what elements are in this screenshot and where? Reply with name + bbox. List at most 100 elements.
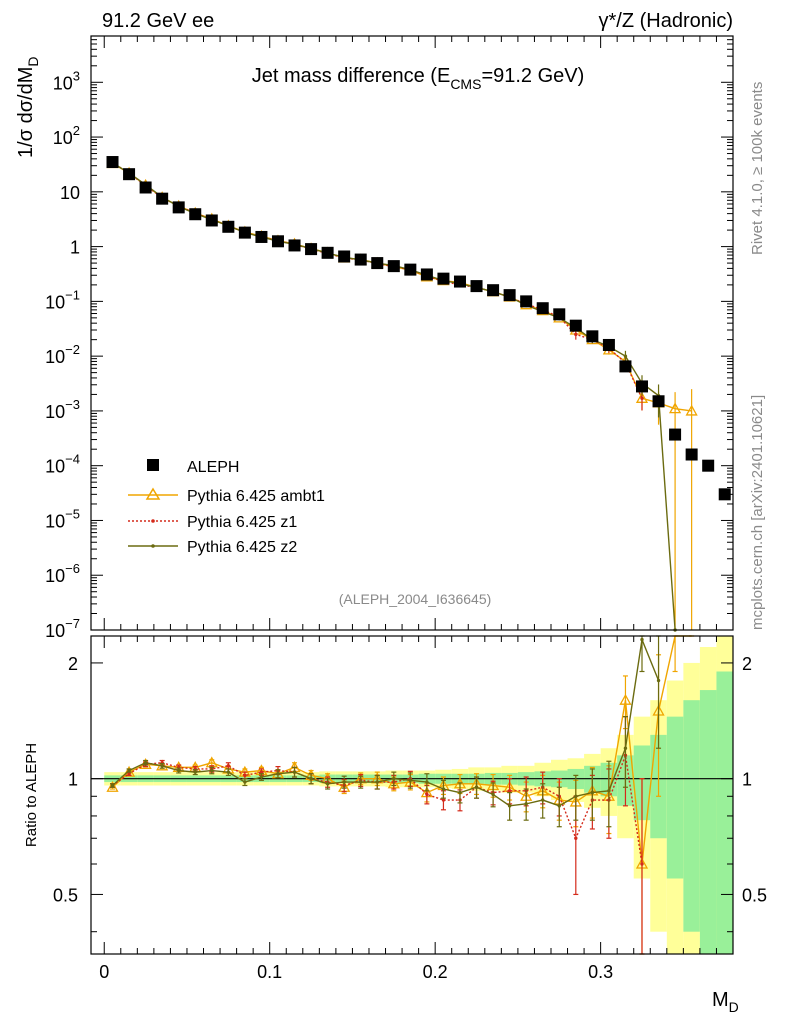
ratio-y-label: Ratio to ALEPH xyxy=(23,743,40,847)
aleph-point-11 xyxy=(288,239,301,252)
y-axis-label: 1/σ dσ/dMD xyxy=(15,56,41,158)
aleph-point-21 xyxy=(453,275,466,288)
title-sub: CMS xyxy=(450,76,481,92)
aleph-point-26 xyxy=(536,302,549,315)
aleph-point-12 xyxy=(305,243,318,256)
aleph-point-6 xyxy=(205,214,218,227)
x-tick-label-2: 0.2 xyxy=(423,962,448,982)
mcplots-label: mcplots.cern.ch [arXiv:2401.10621] xyxy=(749,395,766,630)
band-stat-34 xyxy=(666,716,684,879)
aleph-point-20 xyxy=(437,272,450,285)
main-panel-series xyxy=(106,156,731,632)
ratio-point-3-26 xyxy=(541,798,545,802)
chart-title: Jet mass difference (ECMS=91.2 GeV) xyxy=(252,65,585,92)
ratio-tick-label-left-0: 0.5 xyxy=(53,885,78,905)
aleph-point-36 xyxy=(702,459,715,472)
ratio-point-3-29 xyxy=(590,790,595,795)
main-point-2-32 xyxy=(640,396,644,400)
legend-label-aleph: ALEPH xyxy=(187,459,239,476)
aleph-point-25 xyxy=(520,295,533,308)
x-tick-label-3: 0.3 xyxy=(588,962,613,982)
y-tick-label-2: 10 xyxy=(60,183,80,203)
ratio-tick-label-right-2: 2 xyxy=(742,654,752,674)
ratio-tick-label-right-1: 1 xyxy=(742,770,752,790)
ratio-point-3-18 xyxy=(408,778,413,783)
ratio-point-3-21 xyxy=(458,790,462,795)
aleph-point-7 xyxy=(222,220,235,233)
x-tick-label-0: 0 xyxy=(99,962,109,982)
ratio-point-3-27 xyxy=(557,804,561,808)
ratio-point-3-1 xyxy=(127,768,131,773)
aleph-point-1 xyxy=(123,168,136,181)
ratio-point-3-25 xyxy=(524,802,528,806)
aleph-point-0 xyxy=(106,156,119,169)
ratio-point-3-10 xyxy=(276,772,280,776)
ratio-frame xyxy=(90,635,734,955)
aleph-point-27 xyxy=(553,308,566,321)
aleph-point-37 xyxy=(718,488,731,501)
main-point-1-34 xyxy=(668,402,682,414)
main-point-1-35 xyxy=(685,404,698,416)
aleph-point-8 xyxy=(238,226,251,239)
ratio-point-3-20 xyxy=(441,787,446,791)
ratio-tick-label-left-2: 2 xyxy=(68,654,78,674)
legend-marker-z2 xyxy=(151,544,155,548)
ratio-point-1-31 xyxy=(619,693,632,705)
y-tick-label-3: 1 xyxy=(70,238,80,258)
header-right: γ*/Z (Hadronic) xyxy=(599,10,733,32)
aleph-point-30 xyxy=(602,338,615,351)
y-axis-label-main: 1/σ dσ/dM xyxy=(15,67,37,158)
aleph-point-15 xyxy=(354,253,367,266)
y-tick-label-0: 103 xyxy=(53,68,80,93)
ratio-point-3-3 xyxy=(160,764,164,768)
x-tick-label-1: 0.1 xyxy=(257,962,282,982)
ratio-point-3-23 xyxy=(491,792,495,797)
y-tick-label-7: 10−4 xyxy=(45,452,80,477)
aleph-point-28 xyxy=(569,319,582,332)
ratio-point-3-22 xyxy=(474,785,479,789)
legend-label-ambt1: Pythia 6.425 ambt1 xyxy=(187,488,325,505)
aleph-point-23 xyxy=(487,284,500,297)
ratio-point-3-4 xyxy=(176,768,181,773)
aleph-point-31 xyxy=(619,360,632,373)
ratio-point-2-1 xyxy=(127,772,131,776)
ratio-point-2-24 xyxy=(507,789,512,793)
y-tick-label-4: 10−1 xyxy=(45,287,80,312)
ratio-point-3-28 xyxy=(574,794,578,798)
aleph-point-3 xyxy=(156,192,169,205)
ratio-point-3-7 xyxy=(226,770,231,774)
ratio-line-3 xyxy=(112,636,660,807)
aleph-point-32 xyxy=(635,380,648,393)
aleph-point-5 xyxy=(189,208,202,221)
axes: 0 0.1 0.2 0.310310210110−110−210−310−410−51… xyxy=(45,35,767,982)
ratio-point-3-6 xyxy=(210,768,214,773)
ratio-point-3-9 xyxy=(259,775,264,779)
x-axis-label-sub: D xyxy=(729,999,739,1015)
ratio-point-3-2 xyxy=(143,761,148,765)
ratio-point-2-20 xyxy=(441,798,446,802)
ratio-point-2-28 xyxy=(574,836,578,840)
main-frame xyxy=(90,35,734,631)
aleph-point-4 xyxy=(172,201,185,214)
y-tick-label-1: 102 xyxy=(53,123,80,148)
main-point-2-28 xyxy=(574,332,578,337)
header-left: 91.2 GeV ee xyxy=(102,10,214,32)
aleph-point-24 xyxy=(503,289,516,302)
ratio-point-3-11 xyxy=(292,770,297,774)
ratio-point-2-8 xyxy=(243,773,247,778)
legend: ALEPH Pythia 6.425 ambt1 Pythia 6.425 z1… xyxy=(128,459,325,556)
ratio-point-3-24 xyxy=(507,804,512,808)
ratio-point-3-17 xyxy=(392,776,396,781)
ratio-tick-label-left-1: 1 xyxy=(68,770,78,790)
aleph-point-10 xyxy=(271,235,284,248)
ratio-point-2-32 xyxy=(640,862,644,866)
x-axis-label-main: M xyxy=(712,989,729,1011)
aleph-point-19 xyxy=(420,268,433,281)
aleph-point-17 xyxy=(387,260,400,273)
ratio-point-3-33 xyxy=(656,678,661,683)
ratio-point-3-0 xyxy=(110,783,115,788)
aleph-point-9 xyxy=(255,230,268,243)
y-tick-label-8: 10−5 xyxy=(45,506,80,531)
aleph-point-18 xyxy=(404,263,417,276)
